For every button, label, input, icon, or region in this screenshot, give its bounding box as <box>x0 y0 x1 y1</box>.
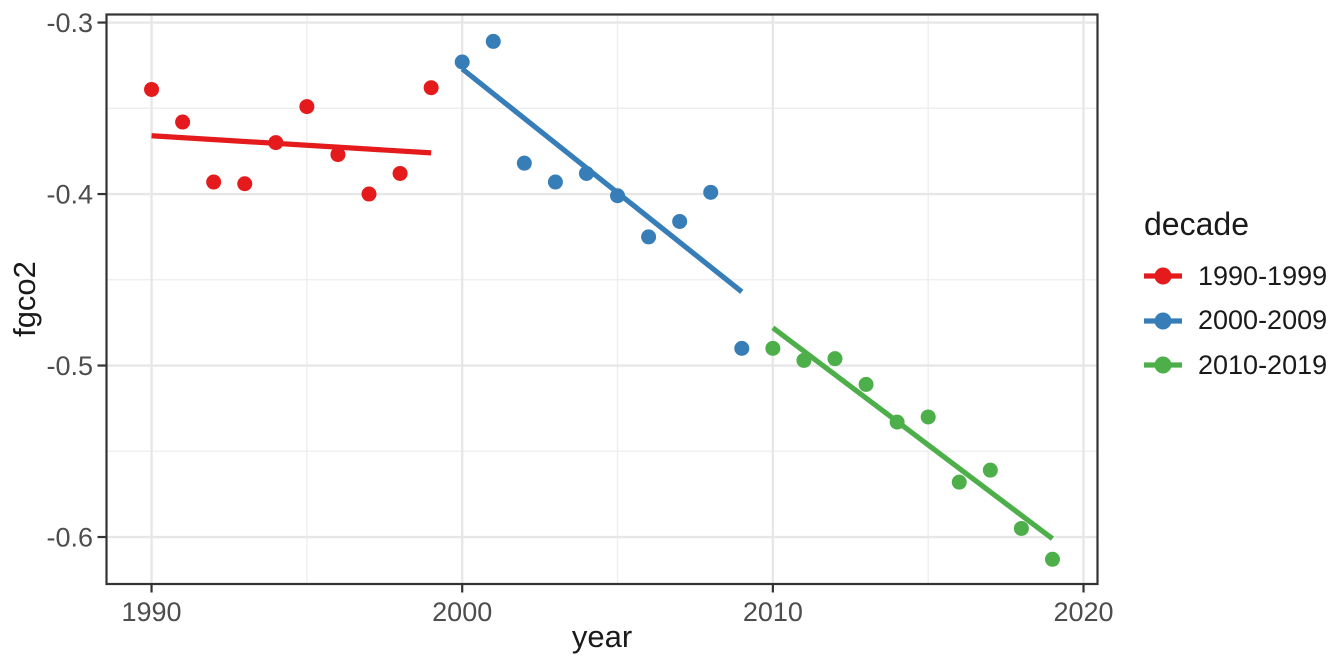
data-point <box>330 147 346 163</box>
data-point <box>485 33 501 49</box>
legend-label: 2000-2009 <box>1198 305 1328 335</box>
data-point <box>361 186 377 202</box>
trend-line <box>460 66 744 294</box>
data-point <box>423 80 439 96</box>
data-point <box>175 114 191 130</box>
legend-title: decade <box>1144 206 1249 242</box>
data-point <box>1013 520 1029 536</box>
y-tick-label: -0.4 <box>46 180 93 210</box>
data-point <box>858 376 874 392</box>
panel-border <box>105 13 1099 586</box>
data-point <box>734 340 750 356</box>
legend-key-line-point-icon <box>1144 312 1182 329</box>
legend-label: 1990-1999 <box>1198 260 1328 291</box>
x-tick-label: 2000 <box>432 597 492 627</box>
legend-key-line-point-icon <box>1144 267 1182 285</box>
data-point <box>951 474 967 490</box>
data-point <box>144 81 160 97</box>
trend-line <box>151 133 432 156</box>
y-tick-label: -0.5 <box>46 351 93 381</box>
trend-line <box>771 325 1055 541</box>
data-point <box>547 174 563 190</box>
data-point <box>672 213 688 229</box>
data-point <box>982 462 998 478</box>
legend-key-line-point-icon <box>1144 356 1182 374</box>
y-tick-label: -0.6 <box>46 523 93 553</box>
data-point <box>827 351 843 367</box>
legend-entry-2000-2009: 2000-2009 <box>1144 304 1344 338</box>
legend-label: 2010-2019 <box>1198 349 1328 380</box>
data-point <box>516 155 532 171</box>
data-point <box>641 229 657 245</box>
x-tick-label: 2020 <box>1053 597 1113 627</box>
x-tick-label: 2010 <box>743 597 803 627</box>
data-point <box>1044 551 1060 567</box>
x-tick-label: 1990 <box>122 597 182 627</box>
y-axis-title: fgco2 <box>7 261 42 337</box>
data-point <box>765 340 781 356</box>
legend-entry-2010-2019: 2010-2019 <box>1144 348 1344 382</box>
data-point <box>299 99 315 115</box>
data-point <box>454 54 470 70</box>
legend-entry-1990-1999: 1990-1999 <box>1144 259 1344 293</box>
data-point <box>920 409 936 425</box>
data-point <box>237 176 253 192</box>
data-point <box>392 165 408 181</box>
data-point <box>206 174 222 190</box>
data-point <box>703 184 719 200</box>
y-tick-label: -0.3 <box>46 8 93 38</box>
x-axis-title: year <box>571 619 633 654</box>
legend: decade 1990-1999 2000-2009 2010-2019 <box>1144 206 1344 382</box>
